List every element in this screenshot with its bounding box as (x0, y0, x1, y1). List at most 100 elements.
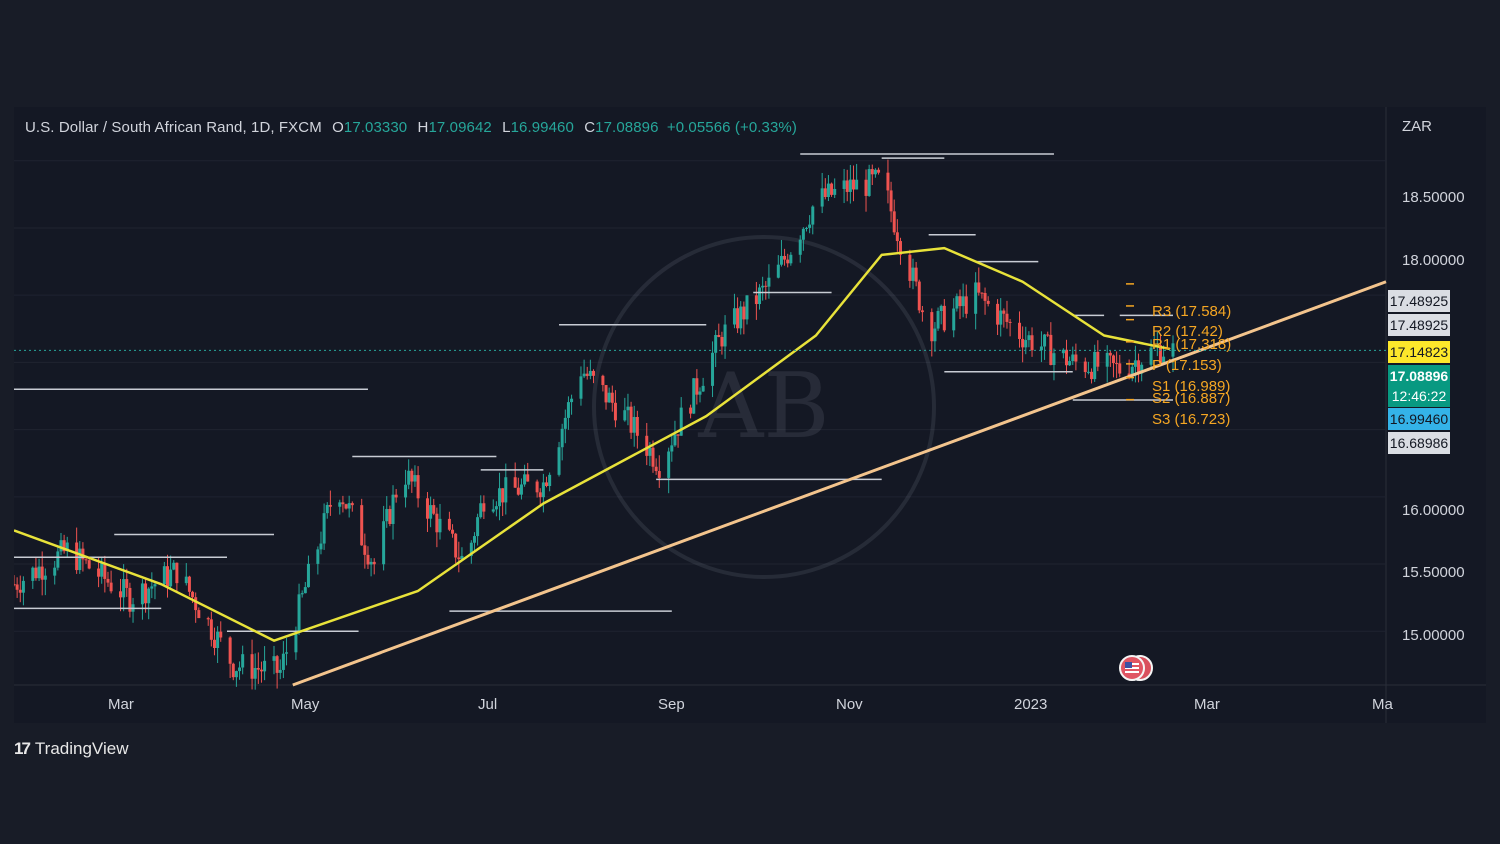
candle-body (1115, 363, 1119, 365)
price-tag-low: 16.99460 (1388, 408, 1450, 430)
price-tag-r3-line: 17.48925 (1388, 290, 1450, 312)
candle-body (851, 179, 855, 190)
candle-body (736, 308, 740, 329)
candle-body (366, 554, 370, 565)
candle-body (1008, 321, 1012, 323)
candle-body (119, 591, 123, 598)
economic-event-flag-icon[interactable] (1116, 654, 1156, 682)
candle-body (454, 533, 458, 558)
candle-body (560, 428, 564, 448)
candle-body (1130, 366, 1134, 376)
candle-body (150, 586, 154, 589)
candle-body (626, 406, 630, 411)
candle-body (673, 434, 677, 446)
candle-body (1111, 355, 1115, 364)
candle-body (908, 254, 912, 281)
candle-body (78, 548, 82, 571)
trend-line (292, 280, 1387, 687)
candle-body (805, 227, 809, 229)
candle-body (206, 618, 210, 620)
candle-body (610, 392, 614, 403)
candle-body (870, 169, 874, 175)
candle-body (1043, 334, 1047, 347)
candle-body (53, 567, 57, 576)
candle-body (958, 296, 962, 307)
candle-body (1152, 346, 1156, 348)
candle-body (385, 509, 389, 522)
candle-body (996, 303, 1000, 325)
candle-body (228, 637, 232, 664)
candle-body (761, 285, 765, 288)
candle-body (234, 671, 238, 678)
candle-body (407, 470, 411, 485)
candle-body (1162, 356, 1166, 364)
candle-body (974, 282, 978, 314)
candle-body (194, 597, 198, 611)
candle-body (623, 410, 627, 421)
candle-body (607, 392, 611, 403)
candle-body (535, 481, 539, 493)
candle-body (783, 255, 787, 260)
chart-panel[interactable]: AB (14, 107, 1486, 723)
candle-body (272, 656, 276, 661)
candle-body (1093, 351, 1097, 380)
candle-body (917, 281, 921, 311)
candle-body (745, 295, 749, 320)
candle-body (582, 373, 586, 377)
close-label: C (584, 119, 596, 136)
candle-body (867, 169, 871, 196)
candle-body (545, 482, 549, 486)
candle-body (147, 588, 151, 604)
candle-body (438, 518, 442, 533)
candle-body (538, 492, 542, 498)
candle-body (758, 287, 762, 305)
time-tick-may: May (291, 696, 320, 713)
candle-body (125, 579, 129, 588)
candle-body (1108, 352, 1112, 356)
candle-body (56, 551, 60, 568)
candle-body (830, 183, 834, 195)
candle-body (864, 179, 868, 196)
candle-body (128, 587, 132, 612)
candle-body (1127, 373, 1131, 376)
candle-body (451, 529, 455, 534)
candle-body (911, 267, 915, 281)
candle-body (651, 447, 655, 467)
price-tick-15: 15.00000 (1402, 627, 1465, 644)
candle-body (347, 503, 351, 509)
candle-body (980, 292, 984, 294)
price-tag-s3: 16.68986 (1388, 432, 1450, 454)
candle-body (1061, 349, 1065, 354)
candle-body (999, 310, 1003, 325)
candle-body (425, 498, 429, 519)
open-value: 17.03330 (343, 119, 408, 136)
candle-body (372, 561, 376, 565)
candle-body (732, 308, 736, 325)
candle-body (1140, 364, 1144, 374)
candle-body (447, 518, 451, 530)
moving-average-line (14, 246, 1171, 642)
candle-body (563, 417, 567, 429)
candle-body (482, 503, 486, 512)
candle-body (144, 583, 148, 604)
pivot-p: P (17.153) (1152, 357, 1222, 374)
candle-body (344, 504, 348, 509)
candle-body (820, 188, 824, 207)
candle-body (983, 293, 987, 301)
candle-body (942, 305, 946, 331)
candle-body (670, 445, 674, 452)
watermark-seal: AB (592, 235, 936, 579)
currency-label: ZAR (1402, 118, 1432, 135)
pivot-s3: S3 (16.723) (1152, 411, 1231, 428)
candle-body (739, 306, 743, 329)
price-chart[interactable]: AB (14, 107, 1486, 723)
candle-body (692, 378, 696, 414)
candle-body (1021, 338, 1025, 348)
time-tick-nov: Nov (836, 696, 863, 713)
candle-body (933, 328, 937, 342)
candle-body (591, 370, 595, 376)
tradingview-logo[interactable]: 17 TradingView (14, 739, 128, 759)
candle-body (588, 370, 592, 376)
candle-body (103, 562, 107, 579)
candle-body (191, 591, 195, 598)
